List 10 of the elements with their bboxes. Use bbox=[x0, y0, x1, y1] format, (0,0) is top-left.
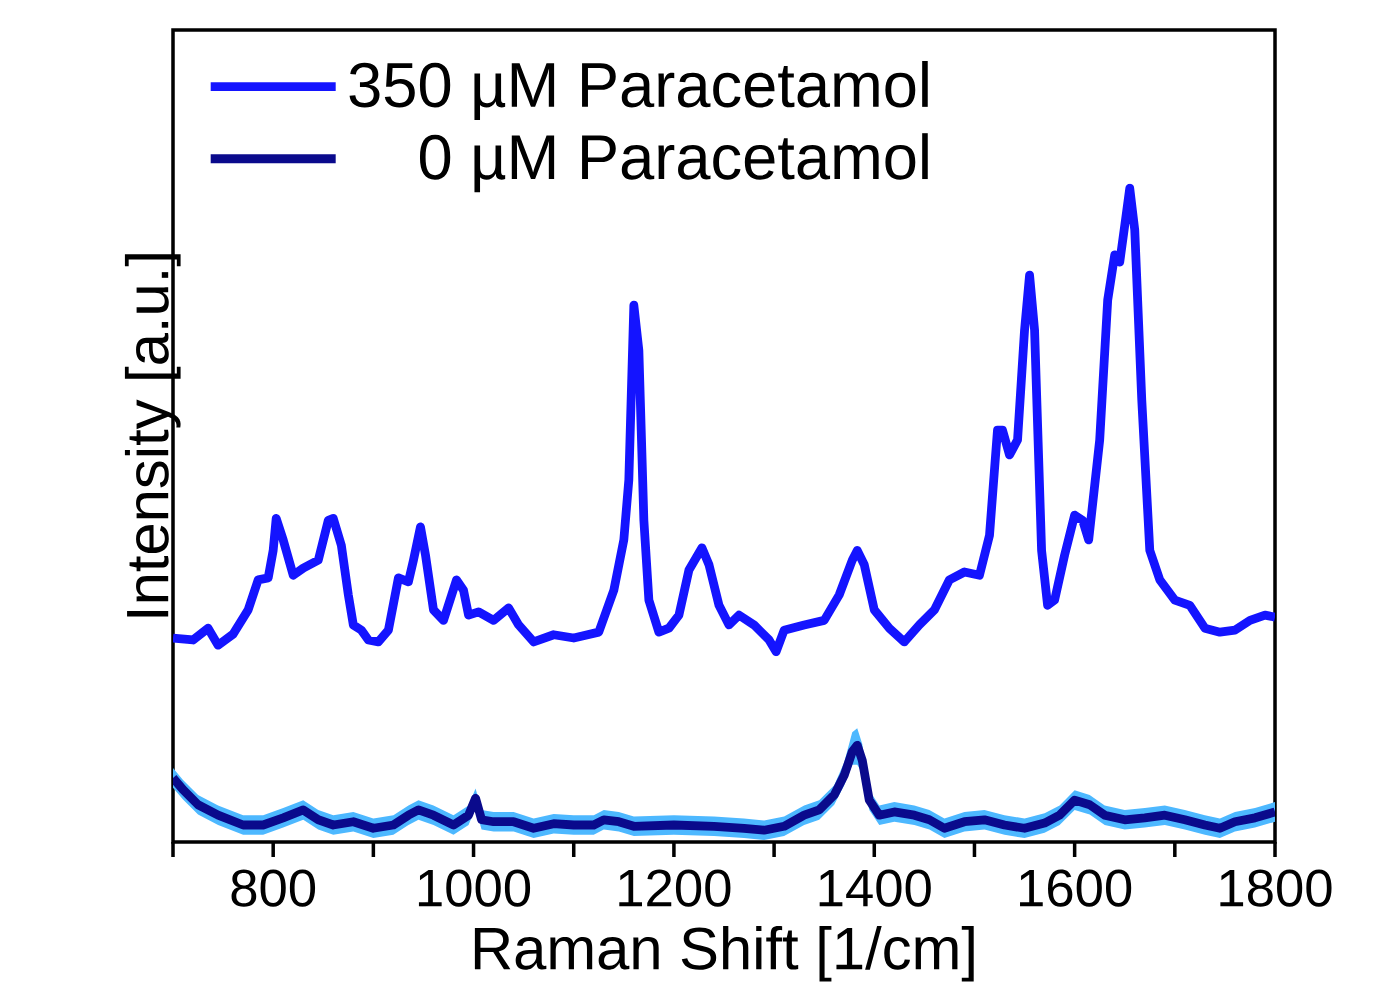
x-tick-label: 1800 bbox=[1220, 869, 1332, 907]
x-tick-label: 800 bbox=[231, 869, 316, 907]
legend-label: 0 µM Paracetamol bbox=[419, 133, 928, 193]
x-tick-label: 1200 bbox=[619, 869, 731, 907]
legend-label: 350 µM Paracetamol bbox=[349, 60, 928, 120]
x-tick-label: 1000 bbox=[418, 869, 531, 907]
x-axis-title: Raman Shift [1/cm] bbox=[474, 925, 974, 982]
x-tick-label: 1400 bbox=[819, 869, 931, 907]
y-axis-title: Intensity [a.u.] bbox=[124, 254, 181, 617]
x-tick-label: 1600 bbox=[1020, 869, 1132, 907]
